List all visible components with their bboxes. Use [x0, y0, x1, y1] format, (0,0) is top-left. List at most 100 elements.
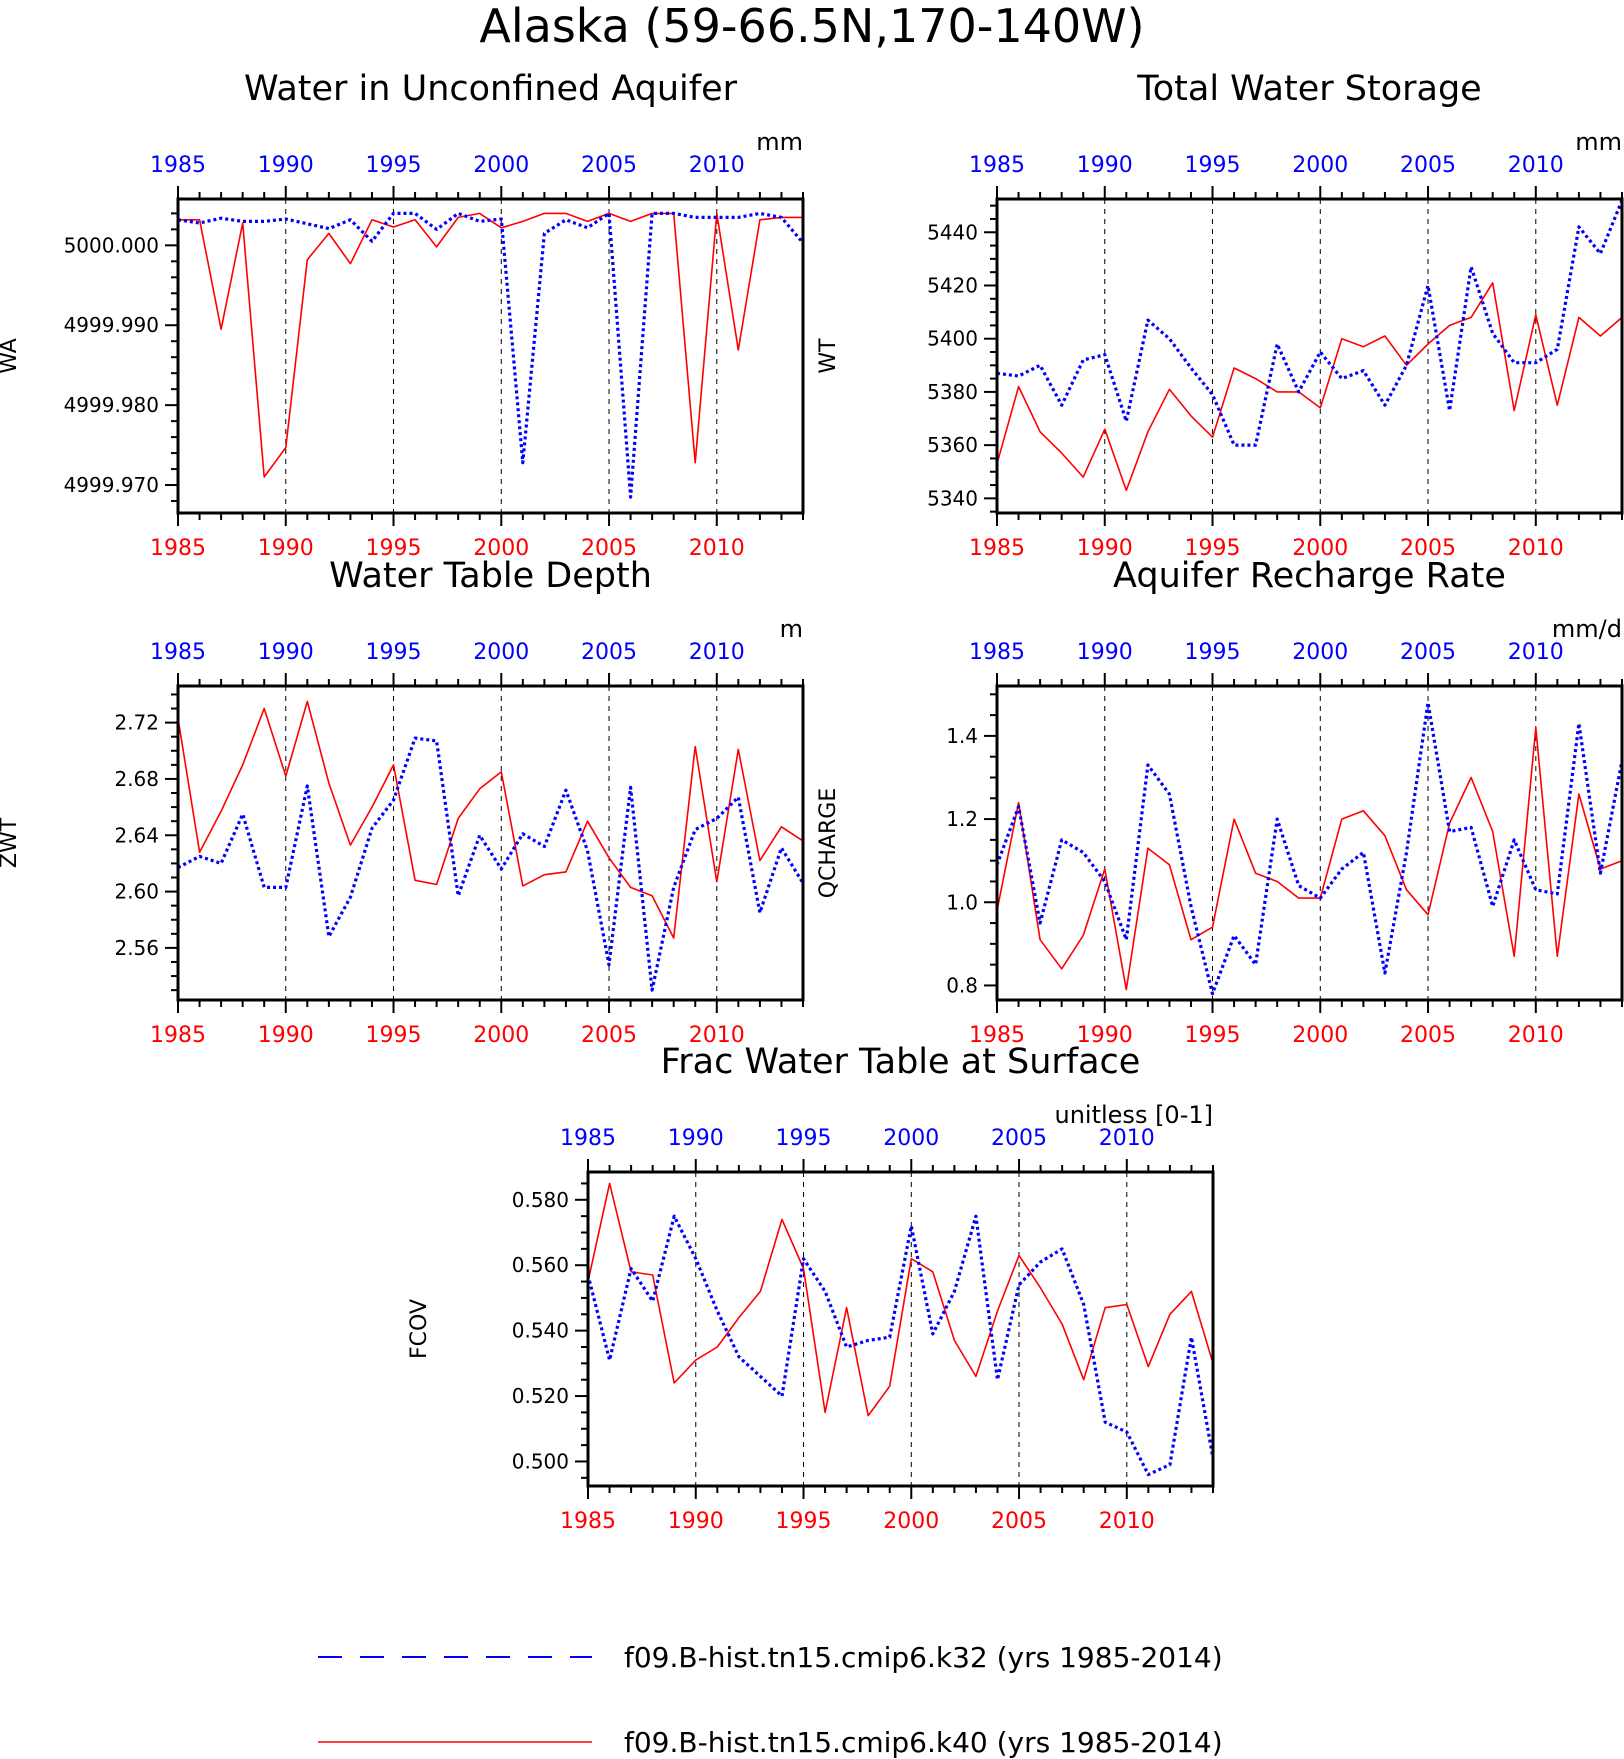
- x-tick-label-top: 1995: [1185, 153, 1241, 178]
- x-tick-label-bottom: 2005: [1400, 1023, 1456, 1048]
- plot-frame: [995, 197, 1624, 515]
- x-tick-label-top: 2010: [689, 153, 745, 178]
- x-tick-label-bottom: 1985: [969, 1023, 1025, 1048]
- x-tick-label-top: 1995: [366, 640, 422, 665]
- y-axis-label: FCOV: [407, 1299, 432, 1359]
- x-tick-label-top: 1995: [366, 153, 422, 178]
- x-tick-label-bottom: 2010: [689, 536, 745, 561]
- series-line-k40: [178, 700, 804, 939]
- y-tick-label: 5340: [927, 486, 978, 510]
- y-tick-label: 4999.970: [64, 473, 159, 497]
- units-label: unitless [0-1]: [1055, 1101, 1214, 1129]
- panel-title: Frac Water Table at Surface: [661, 1042, 1141, 1082]
- y-tick-label: 2.72: [114, 711, 159, 735]
- panel-title: Water Table Depth: [329, 556, 652, 596]
- x-tick-label-top: 2000: [883, 1126, 939, 1151]
- panels: Water in Unconfined Aquifer mm WA 1985 1985 1…: [0, 69, 1624, 1534]
- x-tick-label-top: 1985: [150, 640, 206, 665]
- plot-frame: [176, 197, 805, 515]
- x-tick-label-bottom: 1995: [366, 536, 422, 561]
- plot-frame: [586, 1170, 1215, 1488]
- panel-wa: Water in Unconfined Aquifer mm WA 1985 1985 1…: [0, 69, 805, 561]
- x-tick-label-top: 1995: [776, 1126, 832, 1151]
- legend: f09.B-hist.tn15.cmip6.k32 (yrs 1985-2014…: [318, 1641, 1223, 1759]
- x-tick-label-bottom: 2000: [473, 1023, 529, 1048]
- panel-fcov: Frac Water Table at Surface unitless [0-1…: [407, 1042, 1215, 1534]
- y-tick-label: 4999.980: [64, 393, 159, 417]
- x-tick-label-top: 2010: [1508, 153, 1564, 178]
- y-tick-label: 5000.000: [64, 233, 159, 257]
- x-tick-label-bottom: 1990: [258, 536, 314, 561]
- units-label: m: [780, 615, 803, 643]
- y-tick-label: 1.0: [946, 890, 978, 914]
- panel-title: Water in Unconfined Aquifer: [244, 69, 738, 109]
- y-tick-label: 1.2: [946, 807, 978, 831]
- x-tick-label-top: 2010: [1508, 640, 1564, 665]
- x-tick-label-top: 2005: [1400, 153, 1456, 178]
- y-tick-label: 5420: [927, 273, 978, 297]
- x-tick-label-bottom: 1985: [150, 536, 206, 561]
- x-tick-label-bottom: 2010: [1508, 1023, 1564, 1048]
- main-title: Alaska (59-66.5N,170-140W): [479, 0, 1144, 53]
- y-tick-label: 2.68: [114, 767, 159, 791]
- series-line-k40: [588, 1182, 1214, 1417]
- series-line-k32: [997, 199, 1624, 447]
- y-tick-label: 2.56: [114, 936, 159, 960]
- x-tick-label-bottom: 1995: [1185, 536, 1241, 561]
- x-tick-label-bottom: 1990: [1077, 1023, 1133, 1048]
- series-line-k32: [997, 700, 1624, 996]
- panel-zwt: Water Table Depth m ZWT 1985 1985 1990 1990 199…: [0, 556, 805, 1048]
- y-tick-label: 0.520: [512, 1384, 569, 1408]
- y-tick-label: 5360: [927, 433, 978, 457]
- plot-frame: [995, 684, 1624, 1002]
- series-line-k40: [997, 726, 1623, 991]
- x-tick-label-bottom: 1995: [776, 1509, 832, 1534]
- x-tick-label-top: 2010: [689, 640, 745, 665]
- x-tick-label-bottom: 1990: [668, 1509, 724, 1534]
- y-tick-label: 5400: [927, 327, 978, 351]
- x-tick-label-top: 1985: [969, 640, 1025, 665]
- panel-wt: Total Water Storage mm WT 1985 1985 1990 1990 1…: [816, 69, 1624, 561]
- y-tick-label: 2.64: [114, 823, 159, 847]
- x-tick-label-bottom: 1985: [969, 536, 1025, 561]
- series-line-k32: [178, 211, 805, 499]
- x-tick-label-top: 1990: [258, 640, 314, 665]
- x-tick-label-bottom: 1990: [1077, 536, 1133, 561]
- x-tick-label-top: 2005: [581, 640, 637, 665]
- x-tick-label-top: 2000: [473, 640, 529, 665]
- plot-frame: [176, 684, 805, 1002]
- series-line-k40: [178, 212, 803, 478]
- x-tick-label-top: 1990: [668, 1126, 724, 1151]
- units-label: mm: [756, 128, 803, 156]
- series-line-k40: [997, 281, 1623, 492]
- x-tick-label-bottom: 2000: [473, 536, 529, 561]
- x-tick-label-bottom: 2010: [1099, 1509, 1155, 1534]
- x-tick-label-bottom: 2010: [1508, 536, 1564, 561]
- x-tick-label-bottom: 2005: [581, 536, 637, 561]
- x-tick-label-top: 2005: [991, 1126, 1047, 1151]
- x-tick-label-top: 2005: [1400, 640, 1456, 665]
- y-tick-label: 5440: [927, 220, 978, 244]
- x-tick-label-top: 1985: [969, 153, 1025, 178]
- y-tick-label: 2.60: [114, 880, 159, 904]
- y-axis-label: WT: [816, 338, 841, 374]
- y-tick-label: 0.8: [946, 973, 978, 997]
- legend-label-k40: f09.B-hist.tn15.cmip6.k40 (yrs 1985-2014…: [624, 1726, 1223, 1759]
- x-tick-label-bottom: 2010: [689, 1023, 745, 1048]
- x-tick-label-bottom: 1995: [366, 1023, 422, 1048]
- y-tick-label: 0.560: [512, 1253, 569, 1277]
- x-tick-label-bottom: 2000: [1292, 536, 1348, 561]
- y-tick-label: 5380: [927, 380, 978, 404]
- series-line-k32: [588, 1214, 1215, 1477]
- x-tick-label-top: 1985: [560, 1126, 616, 1151]
- panel-title: Aquifer Recharge Rate: [1113, 556, 1506, 596]
- x-tick-label-top: 1990: [258, 153, 314, 178]
- x-tick-label-bottom: 2005: [581, 1023, 637, 1048]
- x-tick-label-bottom: 1985: [560, 1509, 616, 1534]
- units-label: mm/d: [1552, 615, 1622, 643]
- x-tick-label-top: 1990: [1077, 153, 1133, 178]
- series-line-k32: [178, 736, 805, 992]
- x-tick-label-top: 2000: [1292, 153, 1348, 178]
- x-tick-label-top: 2000: [473, 153, 529, 178]
- units-label: mm: [1575, 128, 1622, 156]
